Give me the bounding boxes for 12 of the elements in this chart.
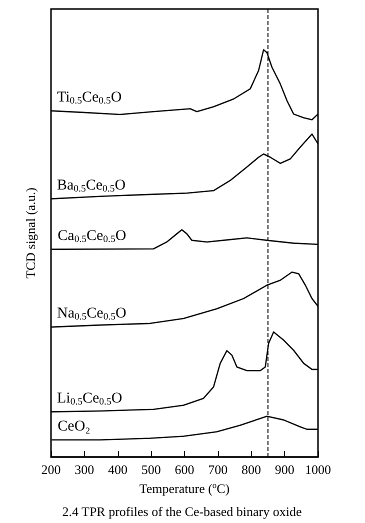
y-axis-title: TCD signal (a.u.) [23, 188, 38, 278]
x-tick-label: 1000 [305, 462, 331, 477]
x-tick-label: 200 [41, 462, 61, 477]
series-label: CeO₂ [58, 418, 90, 434]
x-tick-label: 900 [274, 462, 294, 477]
text: 2.4 TPR profiles of the Ce-based binary oxide [62, 504, 302, 519]
x-tick-label: 800 [242, 462, 261, 477]
x-tick-label: 600 [174, 462, 194, 477]
x-tick-label: 400 [108, 462, 128, 477]
x-tick-label: 700 [208, 462, 228, 477]
x-tick-label: 300 [74, 462, 94, 477]
x-tick-label: 500 [141, 462, 161, 477]
